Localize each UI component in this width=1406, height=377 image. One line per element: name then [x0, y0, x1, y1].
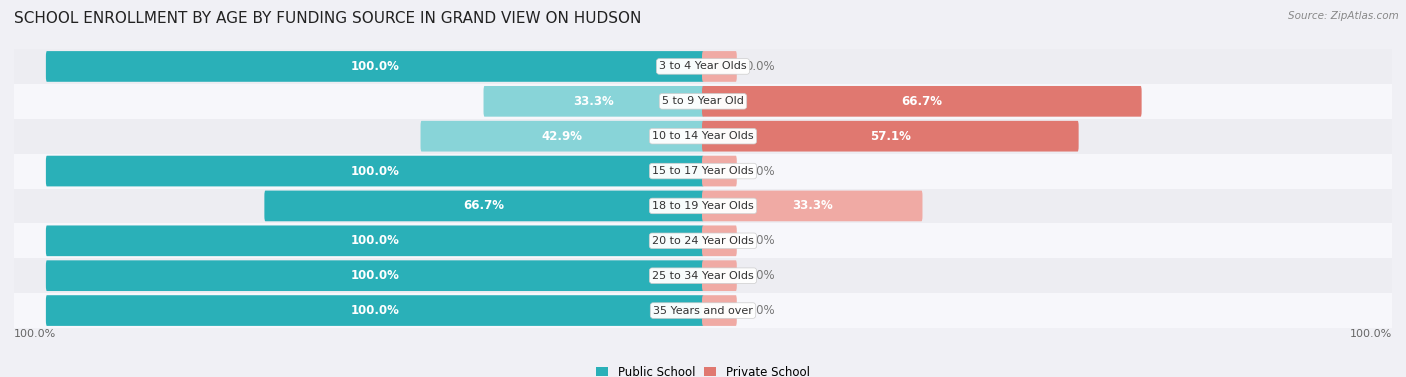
FancyBboxPatch shape: [420, 121, 704, 152]
Text: 100.0%: 100.0%: [14, 329, 56, 339]
Bar: [14, 49, 1392, 84]
Bar: [14, 258, 1392, 293]
FancyBboxPatch shape: [702, 121, 1078, 152]
FancyBboxPatch shape: [702, 156, 737, 186]
Text: SCHOOL ENROLLMENT BY AGE BY FUNDING SOURCE IN GRAND VIEW ON HUDSON: SCHOOL ENROLLMENT BY AGE BY FUNDING SOUR…: [14, 11, 641, 26]
Bar: [14, 293, 1392, 328]
FancyBboxPatch shape: [46, 156, 704, 186]
FancyBboxPatch shape: [702, 51, 737, 82]
Text: 5 to 9 Year Old: 5 to 9 Year Old: [662, 96, 744, 106]
Text: 18 to 19 Year Olds: 18 to 19 Year Olds: [652, 201, 754, 211]
FancyBboxPatch shape: [46, 261, 704, 291]
Text: 100.0%: 100.0%: [350, 60, 399, 73]
Text: 33.3%: 33.3%: [574, 95, 614, 108]
Text: Source: ZipAtlas.com: Source: ZipAtlas.com: [1288, 11, 1399, 21]
FancyBboxPatch shape: [702, 191, 922, 221]
Text: 0.0%: 0.0%: [745, 234, 775, 247]
Text: 42.9%: 42.9%: [541, 130, 582, 143]
FancyBboxPatch shape: [484, 86, 704, 116]
Text: 100.0%: 100.0%: [350, 269, 399, 282]
FancyBboxPatch shape: [264, 191, 704, 221]
Bar: [14, 84, 1392, 119]
Bar: [14, 223, 1392, 258]
Text: 25 to 34 Year Olds: 25 to 34 Year Olds: [652, 271, 754, 281]
Text: 35 Years and over: 35 Years and over: [652, 305, 754, 316]
Text: 100.0%: 100.0%: [350, 234, 399, 247]
Text: 10 to 14 Year Olds: 10 to 14 Year Olds: [652, 131, 754, 141]
Text: 0.0%: 0.0%: [745, 304, 775, 317]
Text: 33.3%: 33.3%: [792, 199, 832, 212]
Text: 100.0%: 100.0%: [1350, 329, 1392, 339]
Text: 0.0%: 0.0%: [745, 269, 775, 282]
Text: 66.7%: 66.7%: [464, 199, 505, 212]
Text: 66.7%: 66.7%: [901, 95, 942, 108]
Bar: [14, 188, 1392, 223]
Legend: Public School, Private School: Public School, Private School: [592, 361, 814, 377]
Text: 57.1%: 57.1%: [870, 130, 911, 143]
FancyBboxPatch shape: [702, 261, 737, 291]
Text: 0.0%: 0.0%: [745, 165, 775, 178]
Text: 20 to 24 Year Olds: 20 to 24 Year Olds: [652, 236, 754, 246]
Text: 100.0%: 100.0%: [350, 165, 399, 178]
Bar: [14, 154, 1392, 188]
Text: 100.0%: 100.0%: [350, 304, 399, 317]
FancyBboxPatch shape: [702, 86, 1142, 116]
FancyBboxPatch shape: [46, 51, 704, 82]
Text: 3 to 4 Year Olds: 3 to 4 Year Olds: [659, 61, 747, 72]
Text: 15 to 17 Year Olds: 15 to 17 Year Olds: [652, 166, 754, 176]
Bar: [14, 119, 1392, 154]
FancyBboxPatch shape: [702, 225, 737, 256]
FancyBboxPatch shape: [46, 295, 704, 326]
Text: 0.0%: 0.0%: [745, 60, 775, 73]
FancyBboxPatch shape: [46, 225, 704, 256]
FancyBboxPatch shape: [702, 295, 737, 326]
